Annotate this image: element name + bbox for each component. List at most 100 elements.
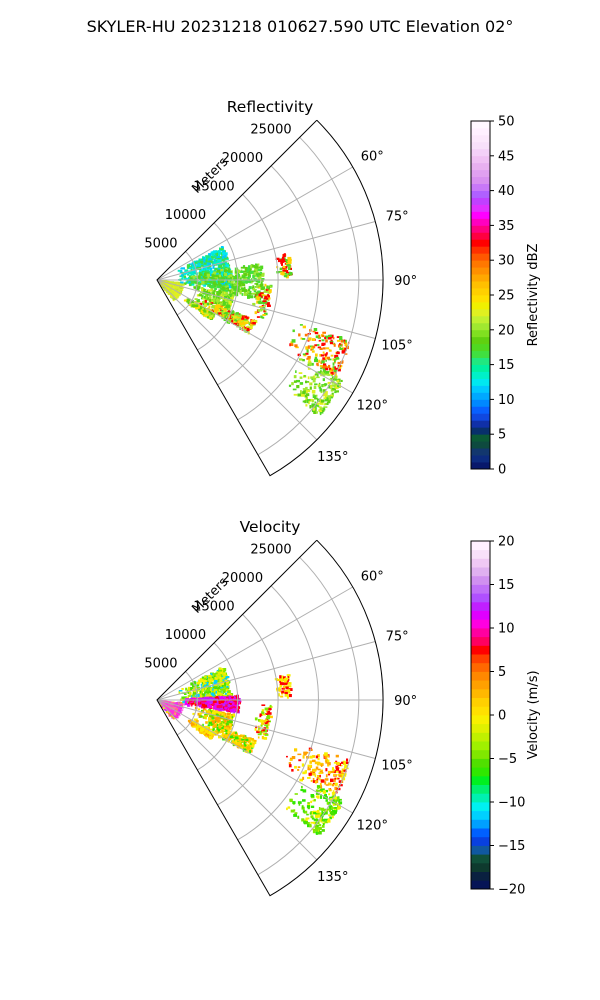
range-tick-label: 15000 xyxy=(193,599,234,614)
azimuth-tick-label: 75° xyxy=(386,630,409,645)
figure-title: SKYLER-HU 20231218 010627.590 UTC Elevat… xyxy=(87,17,514,36)
colorbar-tick-label: 15 xyxy=(498,578,515,593)
colorbar-segment xyxy=(471,775,490,785)
colorbar-segment xyxy=(471,723,490,733)
colorbar-segment xyxy=(471,260,490,268)
azimuth-gridline xyxy=(156,166,353,281)
colorbar-tick-label: 15 xyxy=(498,358,515,373)
colorbar-segment xyxy=(471,575,490,585)
colorbar-segment xyxy=(471,364,490,372)
range-ring xyxy=(176,671,198,736)
colorbar-tick-label: 0 xyxy=(498,709,506,724)
colorbar-segment xyxy=(471,706,490,716)
colorbar-tick-label: 25 xyxy=(498,289,515,304)
range-ring xyxy=(237,585,319,841)
colorbar-segment xyxy=(471,462,490,470)
azimuth-tick-label: 120° xyxy=(357,398,388,413)
azimuth-gridline xyxy=(156,699,376,759)
colorbar-tick-label: 5 xyxy=(498,428,506,443)
range-ring xyxy=(257,556,360,876)
colorbar-segment xyxy=(471,308,490,317)
colorbar-segment xyxy=(471,176,490,185)
colorbar-tick-label: 10 xyxy=(498,622,515,637)
colorbar-segment xyxy=(471,183,490,191)
colorbar-segment xyxy=(471,190,490,198)
azimuth-gridline xyxy=(156,699,353,814)
azimuth-gridline xyxy=(156,586,353,701)
colorbar-tick-label: 35 xyxy=(498,219,515,234)
colorbar-tick-label: 30 xyxy=(498,254,515,269)
colorbar-tick-label: 45 xyxy=(498,149,515,164)
colorbar-segment xyxy=(471,427,490,435)
colorbar-segment xyxy=(471,732,490,742)
colorbar-segment xyxy=(471,688,490,698)
colorbar-tick-label: 50 xyxy=(498,115,515,130)
colorbar-segment xyxy=(471,343,490,352)
azimuth-tick-label: 105° xyxy=(381,758,412,773)
colorbar-segment xyxy=(471,232,490,240)
colorbar-segment xyxy=(471,371,490,379)
colorbar-segment xyxy=(471,420,490,428)
colorbar-segment xyxy=(471,584,490,594)
colorbar-tick-label: 20 xyxy=(498,535,515,550)
azimuth-gridline xyxy=(156,279,318,441)
colorbar-segment xyxy=(471,793,490,803)
colorbar-segment xyxy=(471,455,490,463)
colorbar-segment xyxy=(471,267,490,275)
colorbar-segment xyxy=(471,413,490,421)
colorbar-segment xyxy=(471,836,490,846)
velocity-panel: Velocity 5000 10000 15000 20000 25000 60° 75° 90… xyxy=(144,518,541,898)
sector-outline xyxy=(156,539,384,897)
range-tick-label: 20000 xyxy=(222,571,263,586)
panel-title: Reflectivity xyxy=(227,98,314,116)
colorbar-segment xyxy=(471,239,490,247)
azimuth-tick-label: 75° xyxy=(386,210,409,225)
panel-title: Velocity xyxy=(240,518,301,536)
azimuth-tick-label: 60° xyxy=(361,570,384,585)
azimuth-gridline xyxy=(156,641,376,701)
colorbar-segment xyxy=(471,601,490,611)
colorbar-segment xyxy=(471,784,490,794)
colorbar-segment xyxy=(471,441,490,449)
colorbar-segment xyxy=(471,549,490,559)
azimuth-tick-label: 120° xyxy=(357,818,388,833)
colorbar-segment xyxy=(471,295,490,303)
colorbar-segment xyxy=(471,329,490,338)
colorbar-tick-label: 40 xyxy=(498,184,515,199)
reflectivity-panel: Reflectivity 5000 10000 15000 20000 25000 60° 7… xyxy=(144,98,541,478)
colorbar-segment xyxy=(471,593,490,603)
range-ring xyxy=(217,614,279,806)
range-tick-label: 25000 xyxy=(250,542,291,557)
colorbar-segment xyxy=(471,288,490,296)
colorbar-segment xyxy=(471,558,490,568)
colorbar-tick-label: 5 xyxy=(498,665,506,680)
colorbar-segment xyxy=(471,385,490,393)
colorbar-segment xyxy=(471,749,490,759)
colorbar-segment xyxy=(471,357,490,365)
colorbar-segment xyxy=(471,218,490,226)
colorbar-segment xyxy=(471,854,490,864)
colorbar-segment xyxy=(471,134,490,143)
colorbar-segment xyxy=(471,148,490,157)
colorbar-segment xyxy=(471,828,490,838)
colorbar-label: Reflectivity dBZ xyxy=(526,244,541,347)
range-tick-label: 10000 xyxy=(165,208,206,223)
azimuth-gridline xyxy=(156,699,318,861)
colorbar-tick-label: 10 xyxy=(498,393,515,408)
colorbar-segment xyxy=(471,253,490,261)
azimuth-gridline xyxy=(156,279,376,339)
colorbar-tick-label: 0 xyxy=(498,463,506,478)
colorbar-label: Velocity (m/s) xyxy=(526,670,541,759)
range-ring xyxy=(197,222,239,351)
colorbar-segment xyxy=(471,654,490,664)
colorbar-tick-label: −15 xyxy=(498,839,525,854)
colorbar-segment xyxy=(471,162,490,171)
range-ring xyxy=(217,194,279,386)
colorbar-segment xyxy=(471,211,490,219)
colorbar-segment xyxy=(471,802,490,812)
colorbar-segment xyxy=(471,871,490,881)
colorbar-tick-label: 20 xyxy=(498,323,515,338)
azimuth-tick-label: 105° xyxy=(381,338,412,353)
azimuth-tick-label: 135° xyxy=(317,450,348,465)
colorbar-segment xyxy=(471,378,490,386)
